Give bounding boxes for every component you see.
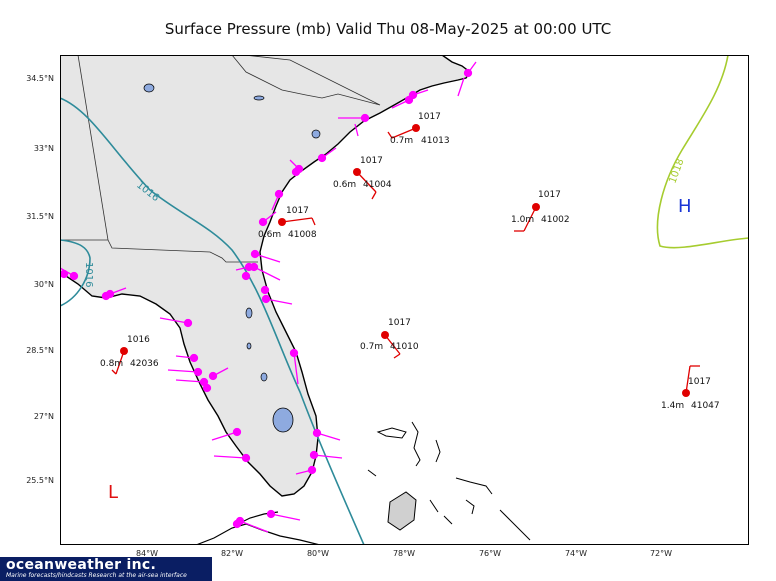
lat-label-27: 27°N [33,412,54,421]
buoy-41004-id: 41004 [363,180,392,190]
lon-label-76w: 76°W [478,549,502,558]
buoy-41010-id: 41010 [390,342,419,352]
lake-small-3 [253,95,265,101]
buoy-42036-pressure: 1016 [127,335,150,345]
lat-label-31-5: 31.5°N [26,212,54,221]
buoy-41047-wave: 1.4m [661,401,684,411]
buoy-41002-id: 41002 [541,215,570,225]
lon-label-80w: 80°W [306,549,330,558]
lake-small-5 [246,342,252,350]
isobar-1016-west [60,239,91,307]
lon-label-82w: 82°W [220,549,244,558]
map-title: Surface Pressure (mb) Valid Thu 08-May-2… [164,20,612,38]
buoy-42036-id: 42036 [130,359,159,369]
buoy-41013-wave: 0.7m [390,136,413,146]
buoy-41010-wave: 0.7m [360,342,383,352]
buoy-41004: 1017 0.6m 41004 [333,156,392,200]
buoy-41047-pressure: 1017 [688,377,711,387]
state-borders [60,55,381,263]
lon-label-74w: 74°W [564,549,588,558]
lake-small-2 [311,129,321,139]
lat-label-34-5: 34.5°N [26,74,54,83]
buoy-41008-wave: 0.6m [258,230,281,240]
low-pressure-center: L [108,482,118,503]
buoy-41010: 1017 0.7m 41010 [360,318,419,359]
buoy-41047-id: 41047 [691,401,720,411]
buoy-41002: 1017 1.0m 41002 [511,190,570,232]
isobar-1018 [656,55,749,249]
buoy-41004-pressure: 1017 [360,156,383,166]
buoy-42036-wave: 0.8m [100,359,123,369]
lake-small-6 [260,372,268,382]
buoy-41047: 1017 1.4m 41047 [661,365,720,411]
lon-label-84w: 84°W [135,549,159,558]
buoy-41002-pressure: 1017 [538,190,561,200]
buoy-41013-pressure: 1017 [418,112,441,122]
lake-okeechobee [272,407,294,433]
map-area: 1016 1016 1018 H L 1017 0.7m [60,55,749,545]
buoy-41010-pressure: 1017 [388,318,411,328]
lake-small-1 [143,83,155,93]
isobar-1016 [60,97,365,545]
lon-label-78w: 78°W [392,549,416,558]
buoy-41004-wave: 0.6m [333,180,356,190]
buoy-41008: 1017 0.6m 41008 [258,206,317,240]
coastal-stations [60,61,477,533]
buoy-42036: 1016 0.8m 42036 [100,335,159,375]
lat-label-30: 30°N [33,280,54,289]
buoy-41002-wave: 1.0m [511,215,534,225]
buoy-41013-id: 41013 [421,136,450,146]
lake-small-4 [245,307,253,319]
buoy-41008-pressure: 1017 [286,206,309,216]
logo-tagline: Marine forecasts/hindcasts Research at t… [6,572,187,579]
oceanweather-logo: oceanweather inc. Marine forecasts/hindc… [0,557,212,581]
high-pressure-center: H [678,196,692,217]
lat-label-25-5: 25.5°N [26,476,54,485]
buoy-41013: 1017 0.7m 41013 [387,112,450,146]
lat-label-33: 33°N [33,144,54,153]
lat-label-28-5: 28.5°N [26,346,54,355]
isobar-label-1016-west: 1016 [83,262,94,287]
bahamas-islands [367,421,531,541]
logo-name: oceanweather inc. [6,557,157,573]
buoy-41008-id: 41008 [288,230,317,240]
lon-label-72w: 72°W [649,549,673,558]
